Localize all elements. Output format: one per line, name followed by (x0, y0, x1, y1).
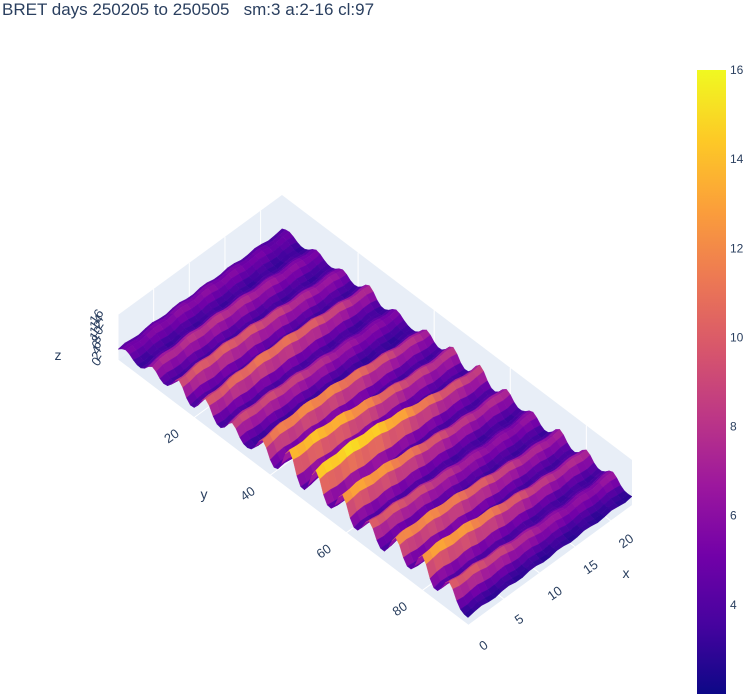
x-tick-label: 15 (580, 557, 600, 578)
y-tick-label: 40 (237, 483, 257, 504)
y-axis-label: y (201, 486, 208, 502)
colorbar-tick-label: 8 (730, 420, 737, 434)
scene-3d[interactable] (117, 195, 633, 626)
x-axis-label: x (623, 565, 630, 581)
surface (117, 228, 633, 618)
back-wall-pane (282, 195, 632, 505)
y-tick-label: 60 (313, 541, 333, 562)
y-tick-label: 20 (161, 426, 181, 447)
x-tick-label: 10 (544, 583, 564, 604)
colorbar-tick-label: 12 (730, 241, 744, 255)
x-tick-label: 0 (476, 637, 491, 653)
x-gridline (117, 315, 469, 626)
z-tick-label: 14 (86, 312, 107, 332)
colorbar-tick-label: 10 (730, 330, 744, 344)
chart-title: BRET days 250205 to 250505 sm:3 a:2-16 c… (2, 0, 375, 19)
z-tick-label: 12 (86, 317, 107, 337)
colorbar-tick-label: 14 (730, 152, 744, 166)
colorbar-tick-label: 16 (730, 63, 744, 77)
colorbar-tick-label: 4 (730, 598, 737, 612)
colorbar: 4 6 8 10 12 14 16 (697, 63, 744, 694)
x-tick-label: 5 (512, 611, 527, 627)
colorbar-gradient (697, 70, 726, 694)
y-tick-label: 80 (390, 598, 410, 619)
z-tick-label: 16 (86, 306, 107, 326)
surface-cell (463, 608, 476, 618)
colorbar-tick-label: 6 (730, 509, 737, 523)
x-tick-label: 20 (616, 531, 636, 552)
z-tick-label: 10 (86, 323, 107, 343)
z-axis-label: z (55, 347, 62, 363)
